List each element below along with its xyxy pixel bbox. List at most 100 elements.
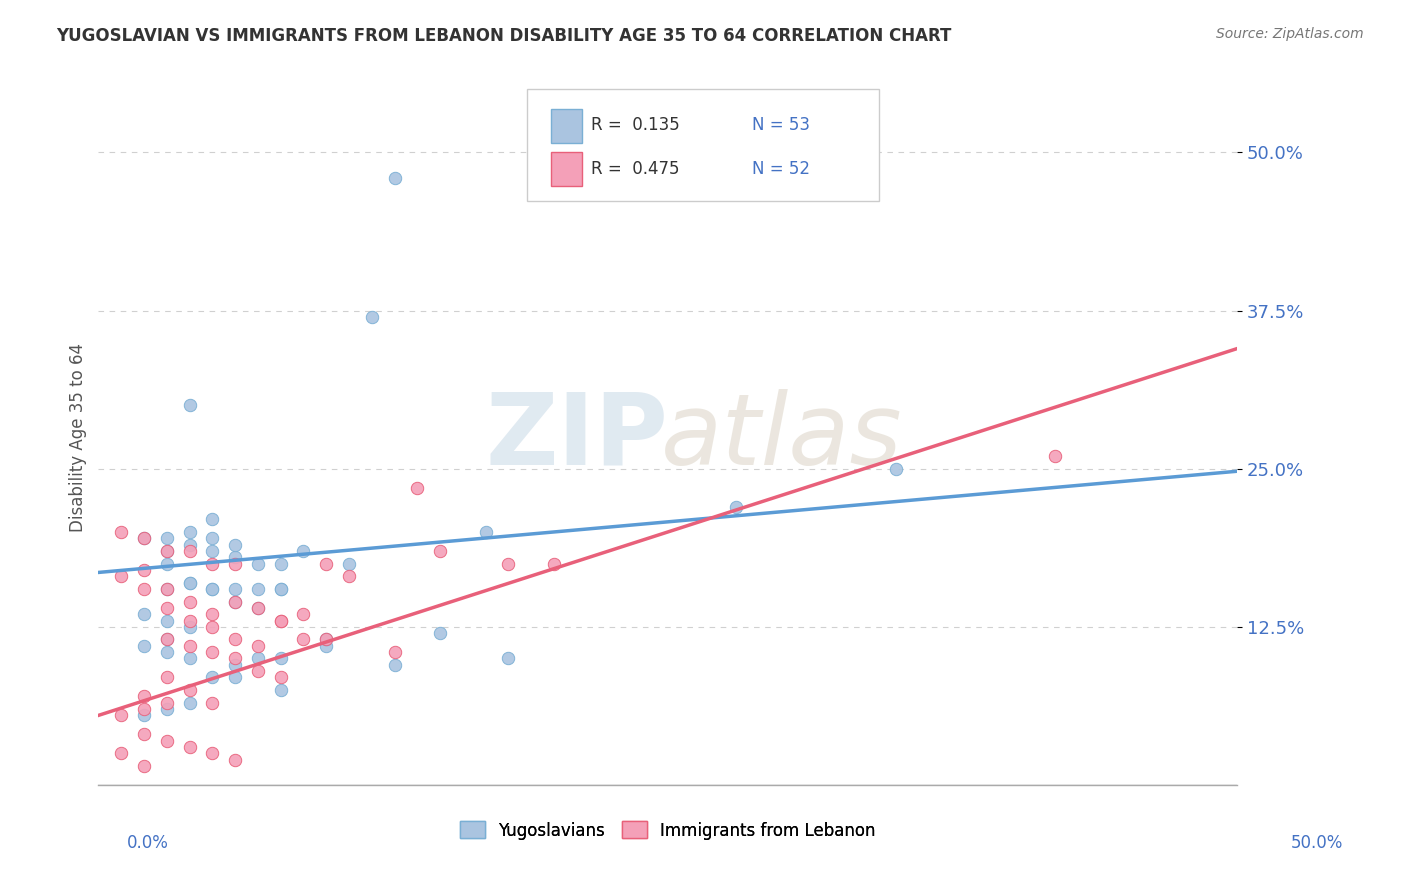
Point — [132, 702, 155, 716]
Text: N = 52: N = 52 — [752, 161, 810, 178]
Point — [201, 582, 224, 596]
Point — [270, 557, 292, 571]
Point — [246, 600, 269, 615]
Point — [224, 753, 246, 767]
Point — [201, 582, 224, 596]
Point — [474, 524, 496, 539]
Point — [179, 620, 201, 634]
Point — [179, 594, 201, 608]
Point — [179, 683, 201, 698]
Point — [337, 569, 360, 583]
Point — [156, 632, 179, 647]
Point — [429, 544, 451, 558]
Point — [156, 632, 179, 647]
Point — [201, 645, 224, 659]
Point — [270, 670, 292, 684]
Point — [224, 651, 246, 665]
Point — [201, 620, 224, 634]
Point — [156, 582, 179, 596]
Point — [246, 664, 269, 678]
Point — [224, 670, 246, 684]
Point — [315, 639, 337, 653]
Point — [270, 614, 292, 628]
Point — [156, 696, 179, 710]
Legend: Yugoslavians, Immigrants from Lebanon: Yugoslavians, Immigrants from Lebanon — [453, 814, 883, 847]
Point — [224, 550, 246, 565]
Point — [132, 708, 155, 723]
Point — [315, 557, 337, 571]
Point — [201, 696, 224, 710]
Point — [156, 544, 179, 558]
Point — [110, 708, 132, 723]
Point — [270, 582, 292, 596]
Point — [132, 531, 155, 545]
Point — [384, 657, 406, 672]
Point — [384, 645, 406, 659]
Point — [156, 645, 179, 659]
Point — [429, 626, 451, 640]
Point — [179, 614, 201, 628]
Point — [292, 607, 315, 622]
Point — [406, 481, 429, 495]
Point — [110, 569, 132, 583]
Point — [201, 531, 224, 545]
Point — [179, 544, 201, 558]
Point — [224, 594, 246, 608]
Point — [201, 557, 224, 571]
Point — [179, 696, 201, 710]
Point — [498, 651, 520, 665]
Point — [132, 563, 155, 577]
Point — [292, 544, 315, 558]
Point — [246, 639, 269, 653]
Text: Source: ZipAtlas.com: Source: ZipAtlas.com — [1216, 27, 1364, 41]
Point — [315, 632, 337, 647]
Point — [224, 632, 246, 647]
Point — [179, 575, 201, 590]
Text: atlas: atlas — [661, 389, 903, 485]
Point — [292, 632, 315, 647]
Point — [1043, 449, 1066, 463]
Point — [179, 538, 201, 552]
Point — [156, 582, 179, 596]
Point — [224, 557, 246, 571]
Point — [224, 538, 246, 552]
Point — [201, 512, 224, 526]
Point — [270, 582, 292, 596]
Point — [246, 582, 269, 596]
Point — [156, 614, 179, 628]
Point — [179, 524, 201, 539]
Y-axis label: Disability Age 35 to 64: Disability Age 35 to 64 — [69, 343, 87, 532]
Point — [224, 657, 246, 672]
Point — [543, 557, 565, 571]
Point — [156, 531, 179, 545]
Point — [156, 733, 179, 747]
Text: 0.0%: 0.0% — [127, 834, 169, 852]
Point — [132, 531, 155, 545]
Point — [156, 670, 179, 684]
Point — [156, 544, 179, 558]
Point — [132, 607, 155, 622]
Point — [110, 524, 132, 539]
Point — [224, 582, 246, 596]
Text: R =  0.135: R = 0.135 — [591, 116, 679, 134]
Point — [110, 747, 132, 761]
Point — [132, 690, 155, 704]
Point — [498, 557, 520, 571]
Point — [179, 399, 201, 413]
Point — [132, 759, 155, 773]
Point — [132, 727, 155, 741]
Point — [179, 639, 201, 653]
Point — [132, 639, 155, 653]
Text: N = 53: N = 53 — [752, 116, 810, 134]
Point — [246, 651, 269, 665]
Text: R =  0.475: R = 0.475 — [591, 161, 679, 178]
Text: 50.0%: 50.0% — [1291, 834, 1343, 852]
Point — [270, 683, 292, 698]
Point — [246, 557, 269, 571]
Point — [270, 651, 292, 665]
Point — [360, 310, 382, 324]
Point — [132, 582, 155, 596]
Point — [337, 557, 360, 571]
Point — [156, 600, 179, 615]
Point — [179, 575, 201, 590]
